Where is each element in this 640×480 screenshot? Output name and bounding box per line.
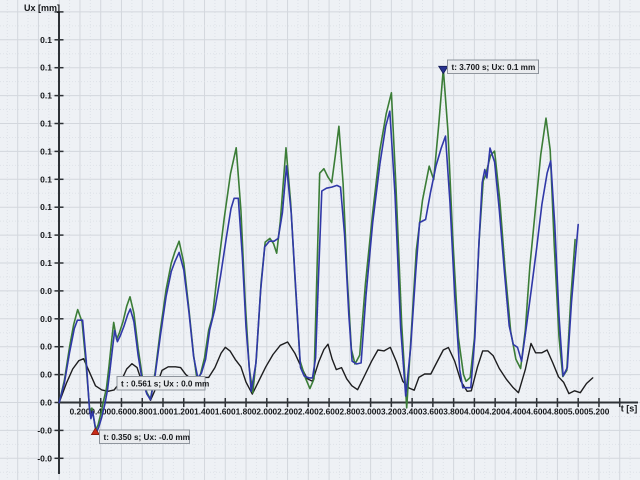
series-line-blue[interactable] xyxy=(58,110,580,434)
x-tick-label: 4.400 xyxy=(506,407,527,417)
annotation-box[interactable] xyxy=(99,429,190,444)
axes xyxy=(58,11,638,474)
x-tick-label: 2.800 xyxy=(339,407,360,417)
y-tick-label: 0.1 xyxy=(40,230,52,240)
x-tick-label: 2.000 xyxy=(256,407,277,417)
x-tick-label: 0.800 xyxy=(132,407,153,417)
annotation-text: t : 0.561 s; Ux : 0.0 mm xyxy=(121,379,209,388)
x-tick-label: 4.000 xyxy=(464,407,485,417)
x-tick-label: 0.600 xyxy=(111,407,132,417)
x-tick-label: 2.200 xyxy=(277,407,298,417)
y-tick-label: 0.0 xyxy=(40,286,52,296)
y-tick-label: 0.1 xyxy=(40,174,52,184)
y-tick-label: 0.1 xyxy=(40,91,52,101)
y-tick-label: 0.1 xyxy=(40,63,52,73)
x-tick-label: 1.000 xyxy=(153,407,174,417)
y-tick-label: -0.0 xyxy=(37,453,52,463)
y-axis-ticks: 0.1 0.1 0.1 0.1 0.1 0.1 0.1 0.1 0.1 0.0 0.0 0.0 0.0 0… xyxy=(37,11,64,463)
x-tick-label: 3.000 xyxy=(360,407,381,417)
x-tick-label: 1.400 xyxy=(194,407,215,417)
y-tick-label: 0.0 xyxy=(40,370,52,380)
x-tick-label: 0.200 xyxy=(70,407,91,417)
annotation-min-point[interactable]: t: 0.350 s; Ux: -0.0 mm xyxy=(90,427,190,444)
y-tick-label: 0.1 xyxy=(40,35,52,45)
series-lines xyxy=(58,68,594,434)
y-tick-label: 0.1 xyxy=(40,258,52,268)
y-tick-label: 0.0 xyxy=(40,342,52,352)
y-tick-label: 0.1 xyxy=(40,146,52,156)
annotation-box[interactable] xyxy=(116,376,206,391)
x-tick-label: 1.200 xyxy=(173,407,194,417)
y-tick-label: 0.0 xyxy=(40,398,52,408)
x-tick-label: 3.200 xyxy=(381,407,402,417)
x-axis-ticks: 0.200 0.400 0.600 0.800 1.000 1.200 1.400 1.600… xyxy=(70,398,621,417)
x-tick-label: 4.200 xyxy=(485,407,506,417)
max-marker-down-triangle-icon[interactable] xyxy=(437,65,449,75)
x-tick-label: 4.600 xyxy=(526,407,547,417)
annotation-mid-point[interactable]: t : 0.561 s; Ux : 0.0 mm xyxy=(116,376,209,391)
x-tick-label: 3.400 xyxy=(402,407,423,417)
x-tick-label: 3.800 xyxy=(443,407,464,417)
annotation-text: t: 0.350 s; Ux: -0.0 mm xyxy=(104,433,190,442)
min-marker-up-triangle-icon[interactable] xyxy=(90,427,101,435)
x-tick-label: 2.400 xyxy=(298,407,319,417)
y-tick-label: -0.0 xyxy=(37,425,52,435)
x-tick-label: 1.800 xyxy=(236,407,257,417)
x-tick-label: 4.800 xyxy=(547,407,568,417)
annotation-text: t: 3.700 s; Ux: 0.1 mm xyxy=(452,63,536,72)
y-tick-label: 0.0 xyxy=(40,314,52,324)
annotation-box[interactable] xyxy=(447,59,539,74)
y-tick-label: 0.1 xyxy=(40,202,52,212)
x-tick-label: 5.000 xyxy=(568,407,589,417)
annotation-max-point[interactable]: t: 3.700 s; Ux: 0.1 mm xyxy=(437,59,539,75)
x-axis-title: t [s] xyxy=(621,404,638,414)
x-tick-label: 5.200 xyxy=(589,407,610,417)
x-tick-label: 3.600 xyxy=(422,407,443,417)
x-tick-label: 2.600 xyxy=(319,407,340,417)
x-tick-label: 1.600 xyxy=(215,407,236,417)
y-tick-label: 0.1 xyxy=(40,119,52,129)
y-axis-title: Ux [mm] xyxy=(24,3,60,13)
